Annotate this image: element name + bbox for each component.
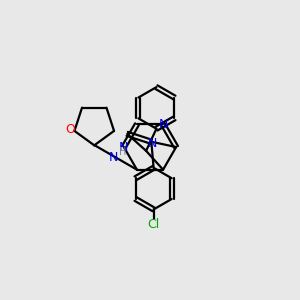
- Text: N: N: [119, 140, 128, 154]
- Text: N: N: [148, 137, 158, 150]
- Text: N: N: [158, 118, 168, 131]
- Text: O: O: [66, 123, 76, 136]
- Text: H: H: [119, 147, 126, 157]
- Text: N: N: [109, 151, 118, 164]
- Text: Cl: Cl: [148, 218, 160, 231]
